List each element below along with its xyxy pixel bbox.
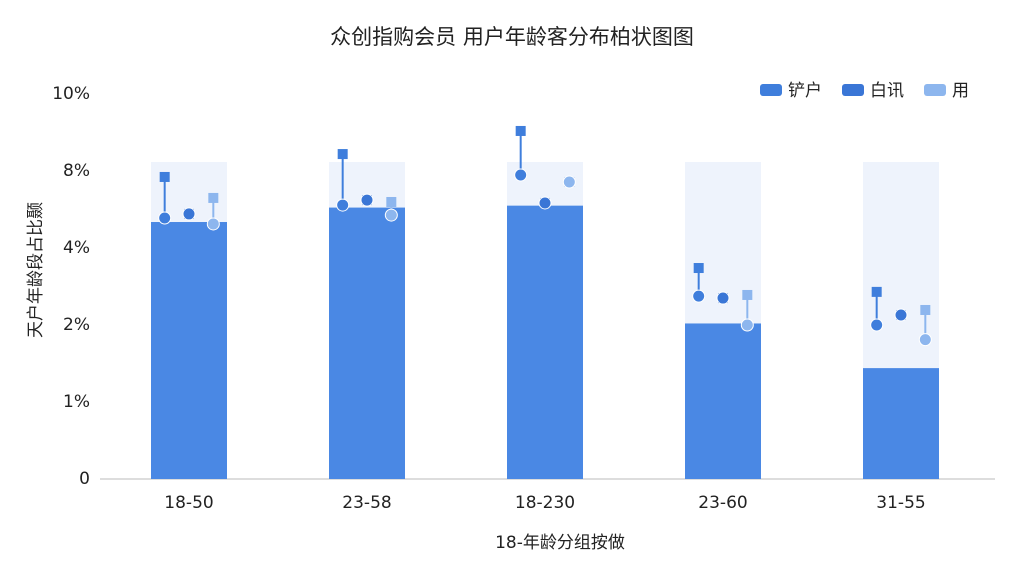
legend-swatch — [924, 84, 946, 96]
point — [514, 168, 528, 182]
x-tick-label: 23-58 — [342, 493, 391, 513]
point — [360, 193, 374, 207]
legend-label: 铲户 — [788, 81, 822, 101]
point — [918, 333, 932, 347]
y-axis-label: 天户年龄段占比颞 — [26, 202, 46, 338]
x-axis-label: 18-年龄分组按做 — [495, 533, 625, 553]
legend-label: 用 — [952, 81, 969, 101]
error-cap — [515, 125, 526, 136]
point — [870, 318, 884, 332]
x-tick-label: 31-55 — [876, 493, 925, 513]
error-cap — [159, 171, 170, 182]
bar — [329, 207, 405, 479]
x-tick-label: 18-50 — [164, 493, 213, 513]
y-tick-label: 4% — [63, 238, 90, 258]
point — [740, 318, 754, 332]
point — [692, 289, 706, 303]
point — [716, 291, 730, 305]
error-cap — [742, 289, 753, 300]
error-cap — [693, 263, 704, 274]
point — [894, 308, 908, 322]
y-tick-label: 8% — [63, 161, 90, 181]
chart-title: 众创指购会员 用户年龄客分布柏状图图 — [330, 25, 694, 49]
y-tick-label: 10% — [52, 84, 90, 104]
bar — [685, 323, 761, 479]
x-tick-label: 18-230 — [515, 493, 575, 513]
error-cap — [920, 304, 931, 315]
point — [562, 175, 576, 189]
bar — [863, 368, 939, 479]
point — [158, 211, 172, 225]
y-tick-label: 2% — [63, 315, 90, 335]
bar — [507, 205, 583, 479]
point — [206, 217, 220, 231]
bar — [151, 222, 227, 479]
y-tick-label: 1% — [63, 392, 90, 412]
legend-swatch — [842, 84, 864, 96]
error-cap — [871, 286, 882, 297]
y-tick-label: 0 — [79, 469, 90, 489]
point — [538, 196, 552, 210]
error-cap — [208, 192, 219, 203]
point — [182, 207, 196, 221]
legend-swatch — [760, 84, 782, 96]
legend-label: 白讯 — [870, 81, 904, 101]
point — [336, 198, 350, 212]
error-cap — [337, 149, 348, 160]
error-cap — [386, 196, 397, 207]
x-tick-label: 23-60 — [698, 493, 747, 513]
point — [384, 208, 398, 222]
